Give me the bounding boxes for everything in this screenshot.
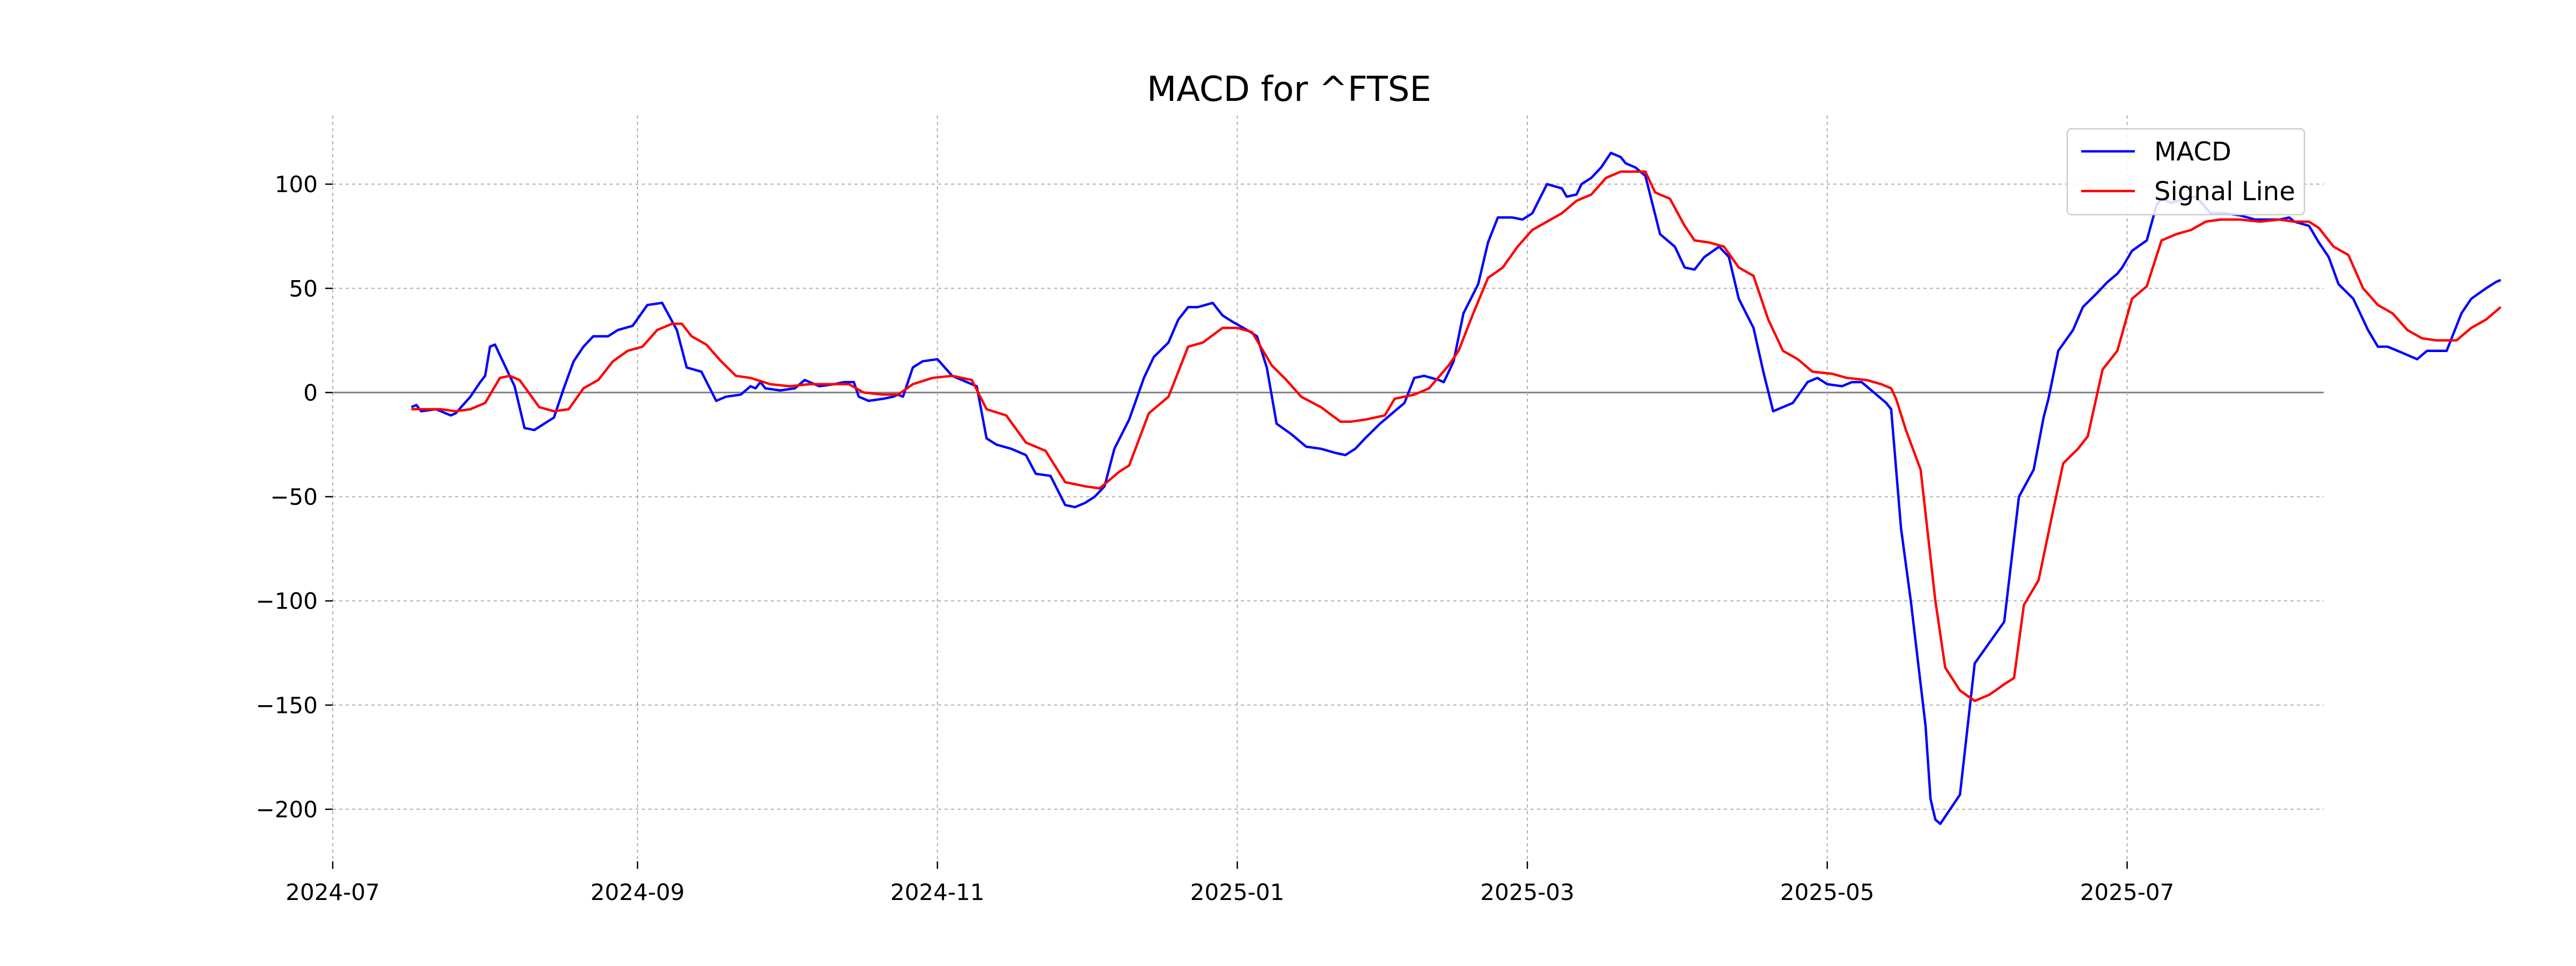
legend: MACD Signal Line	[2066, 128, 2306, 216]
y-tick-label: 0	[303, 379, 318, 406]
axis-ticks: 100 50 0 −50 −100 −150 −200 2024-07 2024-09 2024-…	[256, 171, 2175, 905]
x-tick-label: 2024-11	[890, 879, 985, 905]
x-tick-label: 2025-03	[1480, 879, 1575, 905]
series-line-signal-line	[411, 170, 2502, 702]
x-tick-label: 2025-05	[1780, 879, 1875, 905]
series-line-macd	[411, 151, 2501, 825]
legend-label: Signal Line	[2154, 177, 2295, 207]
y-tick-label: −50	[270, 484, 318, 510]
legend-label: MACD	[2154, 137, 2231, 167]
y-tick-label: −150	[256, 692, 318, 719]
x-tick-label: 2025-01	[1190, 879, 1285, 905]
y-tick-label: −100	[256, 588, 318, 614]
x-tick-label: 2024-07	[286, 879, 380, 905]
series-lines	[411, 151, 2502, 825]
gridlines	[332, 115, 2324, 861]
chart-title: MACD for ^FTSE	[1147, 70, 1431, 109]
x-tick-label: 2025-07	[2080, 879, 2175, 905]
y-tick-label: −200	[256, 796, 318, 823]
x-tick-label: 2024-09	[590, 879, 685, 905]
y-tick-label: 50	[289, 275, 318, 302]
y-tick-label: 100	[275, 171, 318, 197]
